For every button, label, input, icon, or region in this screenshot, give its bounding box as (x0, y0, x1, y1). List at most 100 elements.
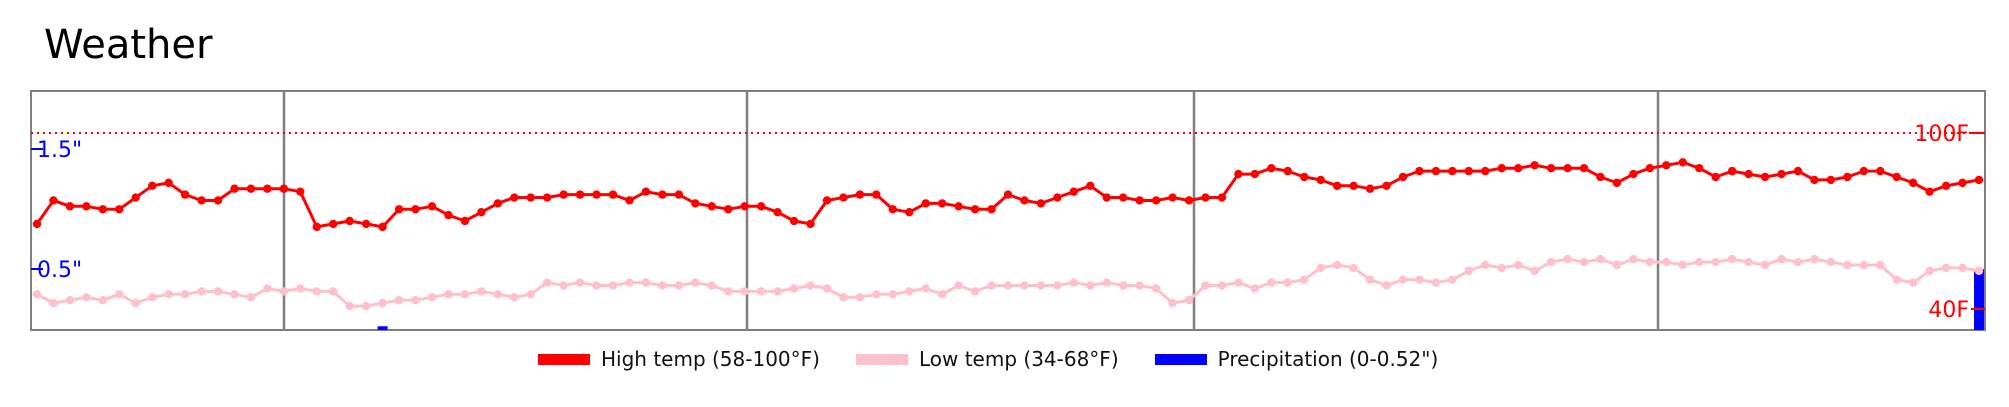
high-temp-point-58 (987, 205, 996, 214)
high-temp-point-62 (1053, 193, 1062, 202)
low-temp-point-62 (1053, 281, 1062, 290)
low-temp-point-20 (361, 301, 371, 311)
low-temp-point-107 (1793, 257, 1803, 267)
high-temp-point-86 (1448, 166, 1457, 176)
legend-swatch-1 (855, 353, 908, 365)
high-temp-point-108 (1810, 175, 1819, 185)
high-temp-point-15 (279, 184, 289, 193)
high-temp-point-36 (625, 196, 634, 205)
high-temp-point-44 (756, 202, 766, 211)
high-temp-point-47 (806, 219, 815, 229)
low-temp-point-55 (937, 290, 947, 299)
legend-label-0: High temp (58-100°F) (601, 347, 820, 371)
high-temp-point-68 (1151, 196, 1161, 205)
high-temp-point-65 (1102, 193, 1111, 202)
low-temp-point-60 (1020, 281, 1029, 290)
high-temp-point-74 (1250, 169, 1260, 179)
low-temp-point-89 (1497, 263, 1506, 273)
high-temp-point-27 (477, 208, 486, 217)
high-temp-point-113 (1892, 172, 1901, 182)
high-temp-point-32 (559, 190, 568, 199)
low-temp-point-0 (32, 290, 42, 299)
high-temp-point-66 (1119, 193, 1128, 202)
left-tick-label-1.5: 1.5" (37, 138, 82, 163)
low-temp-point-83 (1398, 275, 1408, 284)
low-temp-point-104 (1744, 257, 1753, 267)
low-temp-point-23 (411, 296, 420, 305)
low-temp-point-84 (1415, 275, 1424, 284)
high-temp-point-48 (822, 196, 832, 205)
low-temp-point-115 (1925, 266, 1934, 276)
low-temp-point-43 (740, 287, 749, 296)
high-temp-point-35 (608, 190, 618, 199)
low-temp-point-109 (1826, 257, 1836, 267)
high-temp-point-103 (1727, 166, 1737, 176)
low-temp-point-35 (608, 281, 618, 290)
low-temp-point-78 (1316, 263, 1325, 273)
low-temp-point-47 (806, 281, 815, 290)
high-temp-point-82 (1382, 181, 1391, 190)
high-temp-point-83 (1398, 172, 1408, 182)
low-temp-point-33 (575, 278, 585, 287)
high-temp-point-20 (361, 219, 371, 229)
low-temp-point-38 (658, 281, 667, 290)
low-temp-point-106 (1777, 254, 1786, 264)
high-temp-point-71 (1201, 193, 1210, 202)
high-temp-point-101 (1695, 164, 1704, 173)
low-temp-point-76 (1283, 278, 1292, 287)
low-temp-point-116 (1941, 263, 1951, 273)
low-temp-point-61 (1036, 281, 1046, 290)
high-temp-point-106 (1777, 169, 1786, 179)
high-temp-point-78 (1316, 175, 1325, 185)
high-temp-point-2 (65, 202, 75, 211)
low-temp-point-110 (1843, 260, 1852, 270)
low-temp-point-81 (1365, 275, 1375, 284)
low-temp-point-44 (756, 287, 766, 296)
low-temp-point-70 (1184, 296, 1194, 305)
legend-label-1: Low temp (34-68°F) (918, 347, 1119, 371)
high-temp-point-22 (394, 205, 404, 214)
high-temp-point-81 (1365, 184, 1375, 193)
low-temp-point-10 (197, 287, 206, 296)
low-temp-point-51 (872, 290, 881, 299)
left-tick-label-0.5: 0.5" (37, 258, 82, 283)
low-temp-point-91 (1530, 266, 1539, 276)
high-temp-point-42 (724, 205, 733, 214)
high-temp-point-117 (1958, 178, 1967, 188)
low-temp-point-103 (1727, 254, 1737, 264)
low-temp-point-27 (477, 287, 486, 296)
low-temp-point-17 (312, 287, 321, 296)
low-temp-point-73 (1234, 278, 1243, 287)
low-temp-point-4 (98, 296, 108, 305)
low-temp-point-71 (1201, 281, 1210, 290)
low-temp-point-14 (263, 284, 272, 293)
high-temp-point-0 (32, 219, 42, 229)
low-temp-point-96 (1612, 260, 1622, 270)
low-temp-point-31 (542, 278, 552, 287)
low-temp-point-42 (724, 287, 733, 296)
low-temp-point-6 (131, 298, 140, 308)
legend-label-2: Precipitation (0-0.52") (1217, 347, 1439, 371)
high-temp-point-116 (1941, 181, 1951, 190)
low-temp-point-41 (707, 281, 716, 290)
high-temp-point-31 (542, 193, 552, 202)
high-temp-point-34 (592, 190, 601, 199)
high-temp-point-17 (312, 222, 321, 232)
low-temp-point-94 (1579, 257, 1589, 267)
low-temp-point-118 (1974, 266, 1984, 276)
high-temp-point-51 (872, 190, 881, 199)
high-temp-point-37 (641, 187, 651, 196)
high-temp-point-6 (131, 193, 140, 202)
low-temp-point-101 (1695, 257, 1704, 267)
low-temp-point-114 (1908, 278, 1918, 287)
high-temp-point-93 (1563, 164, 1572, 173)
low-temp-point-9 (180, 290, 190, 299)
high-temp-point-109 (1826, 175, 1836, 185)
high-temp-point-96 (1612, 178, 1622, 188)
high-temp-point-60 (1020, 196, 1029, 205)
low-temp-point-32 (559, 281, 568, 290)
high-temp-point-63 (1069, 187, 1079, 196)
low-temp-point-82 (1382, 281, 1391, 290)
high-temp-point-23 (411, 205, 420, 214)
